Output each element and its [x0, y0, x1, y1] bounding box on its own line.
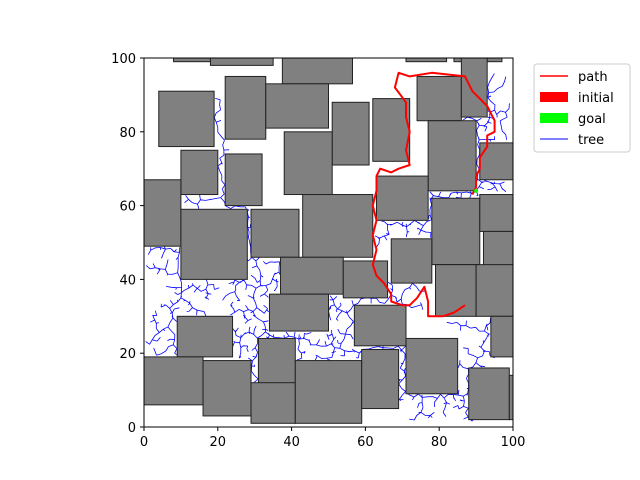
obstacle: [416, 75, 462, 122]
obstacle: [361, 349, 400, 410]
legend-swatch-initial: [540, 92, 568, 102]
obstacle: [353, 304, 407, 347]
path-layer: [371, 71, 496, 318]
obstacle: [508, 374, 513, 421]
tree-branches: [145, 73, 510, 422]
obstacle: [372, 98, 411, 162]
legend-label-path: path: [578, 70, 608, 85]
obstacle: [257, 337, 296, 387]
path-line: [371, 71, 496, 318]
obstacle: [427, 120, 477, 192]
goal-marker: [474, 188, 479, 193]
legend-label-initial: initial: [578, 91, 614, 106]
obstacle: [302, 194, 374, 258]
obstacle: [283, 131, 333, 196]
obstacle: [479, 194, 513, 232]
obstacle: [331, 101, 370, 166]
y-tick-label: 0: [128, 421, 136, 436]
obstacle: [176, 315, 234, 358]
obstacle-layer: [144, 58, 513, 424]
y-tick-label: 60: [119, 200, 136, 215]
obstacle: [405, 58, 448, 63]
obstacle: [280, 256, 344, 295]
y-tick-label: 100: [111, 52, 136, 67]
obstacle: [490, 315, 513, 358]
y-tick-label: 80: [119, 126, 136, 141]
obstacle: [158, 90, 215, 148]
obstacle: [353, 58, 396, 59]
obstacle: [180, 149, 219, 196]
obstacle: [209, 58, 274, 66]
obstacle: [375, 175, 429, 221]
legend-swatch-goal: [540, 113, 568, 123]
legend-label-goal: goal: [578, 112, 606, 127]
obstacle: [390, 238, 433, 284]
x-tick-label: 80: [431, 435, 448, 450]
obstacle: [405, 337, 459, 395]
axis-layer: 0 20 40 60 80 100 0 20 40 60 80 100: [111, 52, 525, 450]
x-tick-label: 0: [140, 435, 148, 450]
legend-box: [533, 63, 631, 153]
obstacle: [268, 293, 329, 332]
obstacle: [250, 382, 296, 424]
obstacle: [144, 179, 182, 247]
obstacle: [431, 197, 481, 266]
obstacle: [435, 264, 477, 317]
obstacle: [475, 264, 513, 317]
obstacle: [265, 83, 329, 129]
tree-layer: [145, 73, 510, 422]
obstacle: [180, 208, 248, 280]
obstacle: [460, 58, 488, 118]
obstacle: [224, 153, 263, 207]
obstacle: [468, 367, 510, 421]
obstacle: [482, 230, 513, 269]
plot-frame: [143, 57, 514, 428]
x-tick-label: 60: [357, 435, 374, 450]
x-tick-label: 100: [501, 435, 526, 450]
obstacle: [250, 208, 300, 258]
legend: path initial goal tree: [533, 63, 631, 153]
obstacle: [144, 356, 204, 406]
x-tick-label: 20: [210, 435, 227, 450]
x-tick-label: 40: [283, 435, 300, 450]
obstacle: [202, 360, 252, 417]
obstacle: [294, 360, 363, 424]
legend-label-tree: tree: [578, 133, 604, 148]
obstacle: [281, 58, 353, 85]
obstacle: [224, 75, 267, 140]
y-tick-label: 20: [119, 347, 136, 362]
y-tick-label: 40: [119, 273, 136, 288]
